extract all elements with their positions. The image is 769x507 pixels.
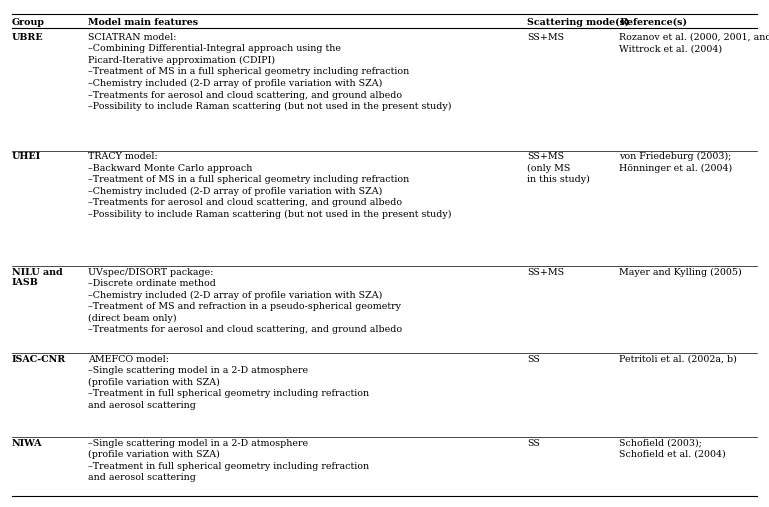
Text: SS: SS	[527, 355, 540, 364]
Text: AMEFCO model:
–Single scattering model in a 2-D atmosphere
(profile variation wi: AMEFCO model: –Single scattering model i…	[88, 355, 370, 410]
Text: Rozanov et al. (2000, 2001, and 2005);
Wittrock et al. (2004): Rozanov et al. (2000, 2001, and 2005); W…	[619, 33, 769, 53]
Text: Group: Group	[12, 18, 45, 27]
Text: von Friedeburg (2003);
Hönninger et al. (2004): von Friedeburg (2003); Hönninger et al. …	[619, 152, 732, 173]
Text: –Single scattering model in a 2-D atmosphere
(profile variation with SZA)
–Treat: –Single scattering model in a 2-D atmosp…	[88, 439, 370, 482]
Text: Schofield (2003);
Schofield et al. (2004): Schofield (2003); Schofield et al. (2004…	[619, 439, 726, 459]
Text: NIWA: NIWA	[12, 439, 42, 448]
Text: ISAC-CNR: ISAC-CNR	[12, 355, 66, 364]
Text: Mayer and Kylling (2005): Mayer and Kylling (2005)	[619, 268, 742, 277]
Text: SS: SS	[527, 439, 540, 448]
Text: SCIATRAN model:
–Combining Differential-Integral approach using the
Picard-Itera: SCIATRAN model: –Combining Differential-…	[88, 33, 452, 111]
Text: UVspec/DISORT package:
–Discrete ordinate method
–Chemistry included (2-D array : UVspec/DISORT package: –Discrete ordinat…	[88, 268, 402, 334]
Text: Petritoli et al. (2002a, b): Petritoli et al. (2002a, b)	[619, 355, 737, 364]
Text: UBRE: UBRE	[12, 33, 43, 42]
Text: SS+MS: SS+MS	[527, 33, 564, 42]
Text: NILU and
IASB: NILU and IASB	[12, 268, 62, 287]
Text: SS+MS
(only MS
in this study): SS+MS (only MS in this study)	[527, 152, 590, 185]
Text: Model main features: Model main features	[88, 18, 198, 27]
Text: TRACY model:
–Backward Monte Carlo approach
–Treatment of MS in a full spherical: TRACY model: –Backward Monte Carlo appro…	[88, 152, 452, 219]
Text: Reference(s): Reference(s)	[619, 18, 687, 27]
Text: SS+MS: SS+MS	[527, 268, 564, 277]
Text: UHEI: UHEI	[12, 152, 41, 161]
Text: Scattering mode(s): Scattering mode(s)	[527, 18, 629, 27]
